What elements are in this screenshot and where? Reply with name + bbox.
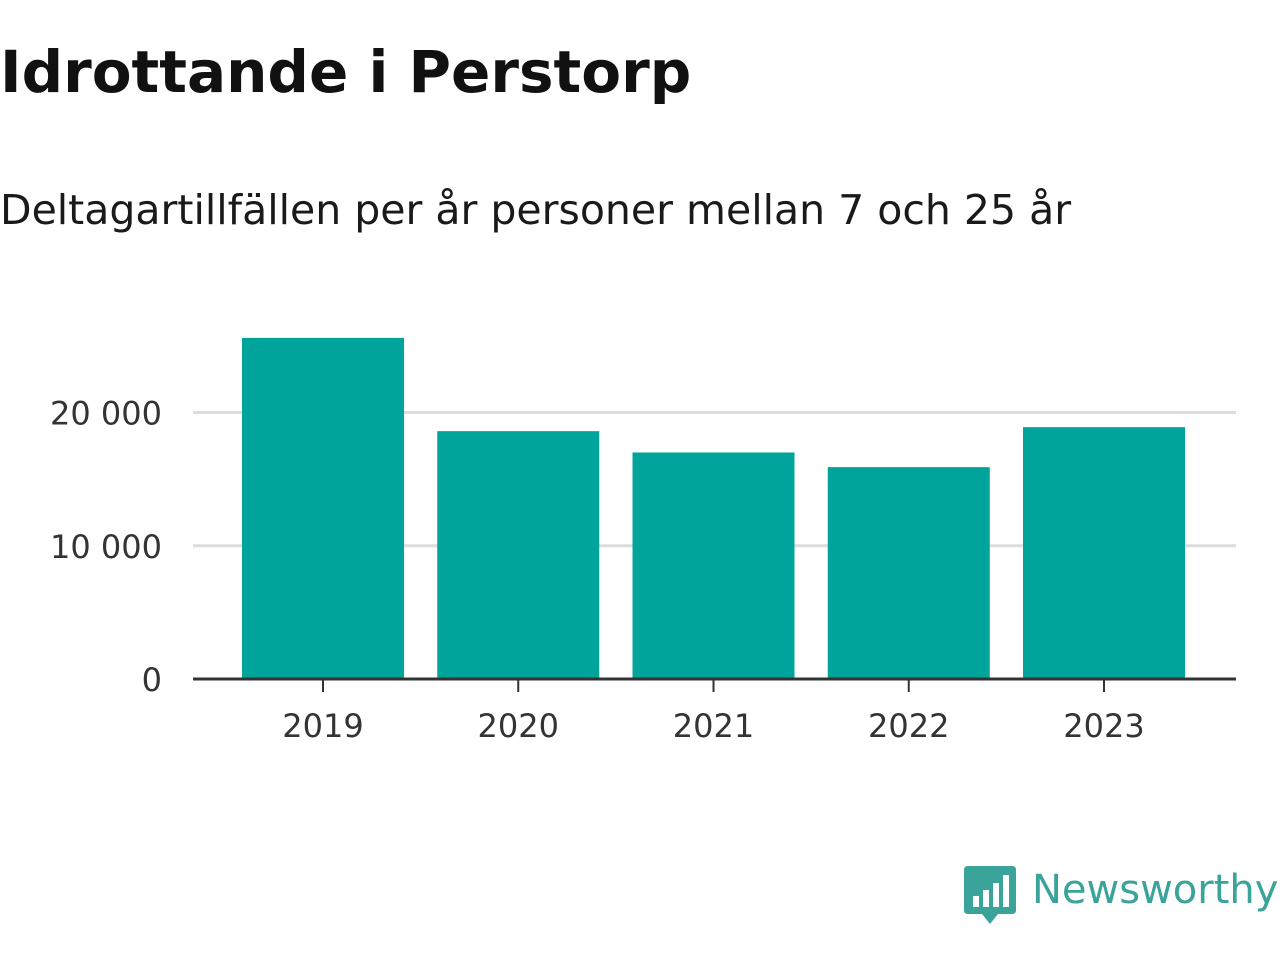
bar-2021 bbox=[632, 452, 795, 679]
bars bbox=[242, 337, 1185, 679]
y-tick-label: 20 000 bbox=[50, 395, 162, 433]
bar-2023 bbox=[1023, 427, 1185, 679]
x-tick-label: 2022 bbox=[868, 707, 949, 745]
x-axis bbox=[193, 677, 1236, 692]
chart-title: Idrottande i Perstorp bbox=[0, 38, 692, 106]
y-tick-label: 10 000 bbox=[50, 528, 162, 566]
y-axis-tick-labels: 0 10 000 20 000 bbox=[50, 395, 162, 700]
x-tick-label: 2020 bbox=[478, 707, 559, 745]
bar-2019 bbox=[242, 337, 404, 679]
x-tick-label: 2019 bbox=[282, 707, 363, 745]
x-axis-tick-labels: 2019 2020 2021 2022 2023 bbox=[282, 707, 1144, 745]
bar-chart-speech-bubble-icon bbox=[964, 866, 1016, 924]
bar-2022 bbox=[827, 467, 990, 679]
logo-text: Newsworthy bbox=[1032, 867, 1279, 913]
x-tick-label: 2023 bbox=[1063, 707, 1144, 745]
x-tick-label: 2021 bbox=[673, 707, 754, 745]
chart-subtitle: Deltagartillfällen per år personer mella… bbox=[0, 186, 1072, 234]
bar-2020 bbox=[437, 431, 600, 679]
newsworthy-logo: Newsworthy bbox=[964, 866, 1278, 926]
y-tick-label: 0 bbox=[142, 661, 162, 699]
